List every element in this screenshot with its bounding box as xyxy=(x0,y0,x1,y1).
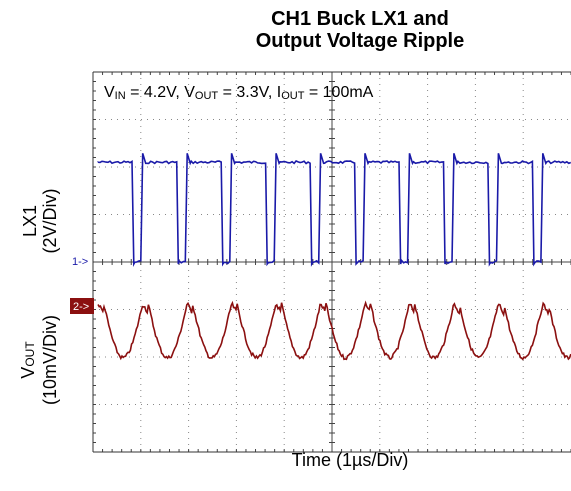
chart-title-line2: Output Voltage Ripple xyxy=(255,30,465,52)
vout-value: = 3.3V, xyxy=(218,84,277,101)
vout-subscript: OUT xyxy=(194,90,219,102)
test-conditions: VIN = 4.2V, VOUT = 3.3V, IOUT = 100mA xyxy=(104,84,373,102)
iout-subscript: OUT xyxy=(281,90,305,102)
chart-title-line1: CH1 Buck LX1 and xyxy=(271,8,449,30)
grid xyxy=(92,71,571,453)
channel1-marker: 1-> xyxy=(72,256,88,268)
vout-axis-scale: (10mV/Div) xyxy=(40,315,60,406)
vin-value: = 4.2V, xyxy=(125,84,185,101)
lx1-axis-scale: (2V/Div) xyxy=(40,188,60,254)
vout-axis-symbol: V xyxy=(18,366,38,379)
vout-axis-name: VOUT xyxy=(18,285,40,435)
vin-subscript: IN xyxy=(114,90,126,102)
vout-trace xyxy=(97,300,571,361)
iout-symbol: I xyxy=(276,84,282,101)
lx1-axis-name: LX1 xyxy=(20,204,40,238)
iout-value: = 100mA xyxy=(304,84,374,101)
vout-axis-subscript: OUT xyxy=(23,341,37,367)
x-axis-label: Time (1µs/Div) xyxy=(291,450,409,470)
vout-symbol: V xyxy=(184,84,195,101)
marker-2-label: 2-> xyxy=(73,301,89,313)
vout-axis-label: VOUT (10mV/Div) xyxy=(18,285,60,435)
marker-1-label: 1-> xyxy=(72,256,88,268)
marker-2-background xyxy=(70,298,94,314)
channel2-marker: 2-> xyxy=(70,298,94,314)
vin-symbol: V xyxy=(104,84,115,101)
lx1-axis-label: LX1 (2V/Div) xyxy=(20,156,60,286)
lx1-trace xyxy=(97,153,571,267)
